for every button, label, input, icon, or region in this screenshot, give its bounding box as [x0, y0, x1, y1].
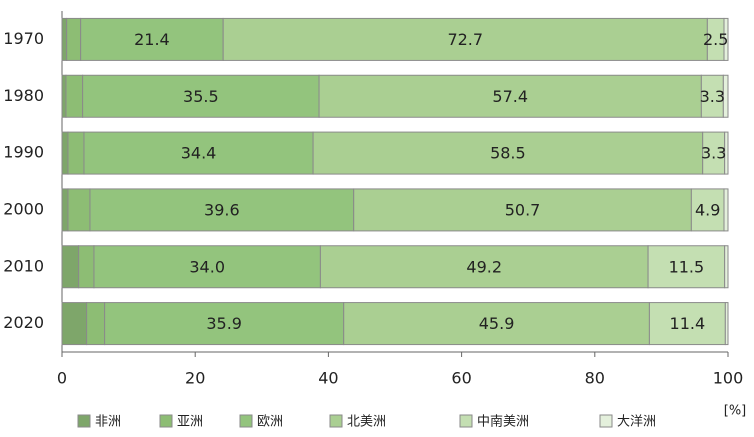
legend-swatch: [159, 414, 173, 428]
bar-segment: [61, 188, 69, 232]
legend-label: 非洲: [95, 415, 121, 430]
x-tick-label: 60: [451, 369, 471, 388]
x-tick-label: 40: [318, 369, 338, 388]
legend-swatch: [459, 414, 473, 428]
bar-segment: [67, 131, 85, 175]
bar-segment: [82, 74, 320, 118]
data-label: 2.5: [703, 30, 728, 49]
bar-segment: [647, 245, 726, 289]
bar-segment: [318, 74, 702, 118]
y-tick-label: 2000: [3, 199, 44, 218]
data-label: 57.4: [492, 87, 528, 106]
bar-segment: [80, 17, 224, 61]
y-tick-label: 1980: [3, 86, 44, 105]
bar-segment: [319, 245, 649, 289]
y-tick-label: 1970: [3, 29, 44, 48]
bar-segment: [65, 74, 84, 118]
bar-segment: [61, 245, 80, 289]
data-label: 11.5: [669, 257, 705, 276]
data-label: 35.5: [183, 87, 219, 106]
bar-segment: [312, 131, 704, 175]
bar-segment: [723, 17, 729, 61]
bar-segment: [722, 74, 729, 118]
data-label: 11.4: [670, 314, 706, 333]
bar-segment: [78, 245, 95, 289]
bar-segment: [66, 17, 82, 61]
legend-swatch: [239, 414, 253, 428]
data-label: 50.7: [505, 200, 541, 219]
legend-label: 北美洲: [347, 415, 386, 430]
data-label: 3.3: [701, 144, 726, 163]
legend-label: 中南美洲: [477, 414, 529, 430]
legend-label: 大洋洲: [617, 415, 656, 430]
data-label: 3.3: [700, 87, 725, 106]
bar-segment: [61, 74, 67, 118]
bar-segment: [353, 188, 692, 232]
y-tick-label: 2010: [3, 256, 44, 275]
bar-segment: [89, 188, 355, 232]
data-label: 4.9: [695, 200, 720, 219]
data-label: 72.7: [447, 30, 483, 49]
data-label: 58.5: [490, 144, 526, 163]
bar-segment: [61, 302, 88, 346]
bar-segment: [61, 17, 68, 61]
data-label: 49.2: [466, 257, 502, 276]
data-label: 34.0: [189, 257, 225, 276]
bar-segment: [86, 302, 106, 346]
data-label: 45.9: [479, 314, 515, 333]
bar-segment: [104, 302, 345, 346]
bar-segment: [93, 245, 321, 289]
bar-segment: [343, 302, 650, 346]
legend-label: 欧洲: [257, 415, 283, 430]
legend-swatch: [599, 414, 613, 428]
y-tick-label: 2020: [3, 313, 44, 332]
bar-segment: [83, 131, 314, 175]
data-label: 34.4: [181, 144, 217, 163]
bar-segment: [724, 302, 729, 346]
x-tick-label: 0: [57, 369, 67, 388]
bar-segment: [222, 17, 708, 61]
legend-label: 亚洲: [177, 415, 203, 430]
x-tick-label: 100: [713, 369, 744, 388]
data-label: 39.6: [204, 200, 240, 219]
legend-swatch: [329, 414, 343, 428]
bar-segment: [724, 245, 729, 289]
bar-segment: [724, 131, 729, 175]
bar-segment: [648, 302, 726, 346]
data-label: 21.4: [134, 30, 170, 49]
x-tick-label: 80: [585, 369, 605, 388]
x-axis-label: [%]: [724, 404, 747, 419]
legend-swatch: [77, 414, 91, 428]
y-tick-label: 1990: [3, 143, 44, 162]
bar-segment: [723, 188, 729, 232]
bar-segment: [61, 131, 69, 175]
bar-segment: [67, 188, 91, 232]
data-label: 35.9: [206, 314, 242, 333]
x-tick-label: 20: [185, 369, 205, 388]
